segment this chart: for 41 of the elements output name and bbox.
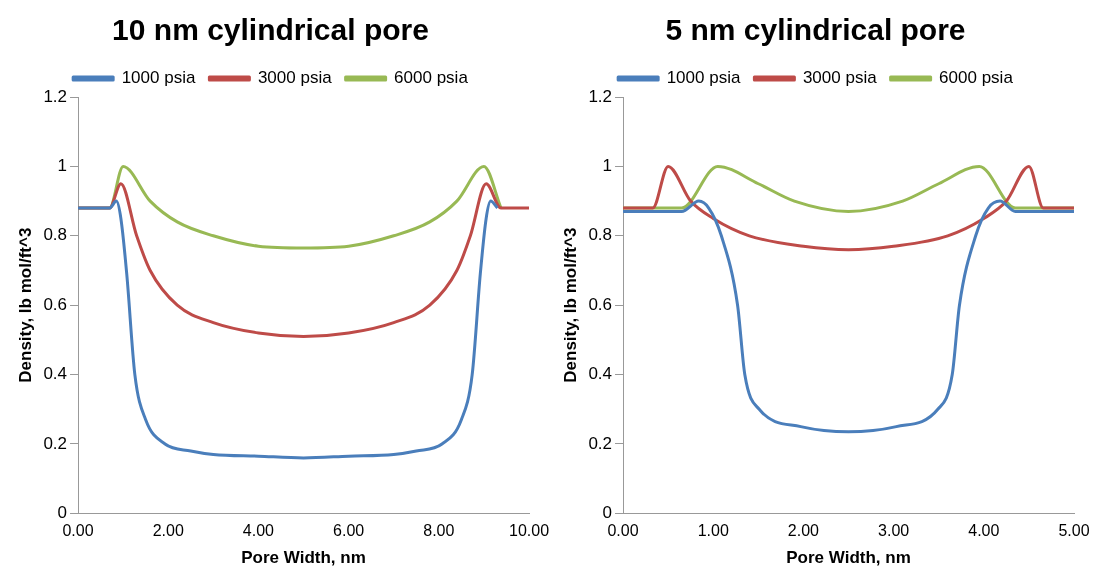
- y-tick-label: 0.2: [43, 433, 68, 453]
- y-tick-label: 0.4: [43, 364, 68, 384]
- x-tick-label: 4.00: [968, 522, 1000, 540]
- x-axis-title: Pore Width, nm: [786, 548, 911, 568]
- x-tick-label: 3.00: [878, 522, 910, 540]
- chart-title: 5 nm cylindrical pore: [665, 13, 966, 47]
- y-tick-label: 1.2: [588, 86, 613, 106]
- x-tick-label: 4.00: [242, 522, 275, 540]
- y-tick-label: 0: [602, 503, 613, 523]
- x-tick-label: 2.00: [787, 522, 820, 540]
- chart-title: 10 nm cylindrical pore: [112, 13, 429, 47]
- y-tick-label: 0.6: [43, 294, 68, 314]
- y-axis-title: Density, lb mol/ft^3: [560, 227, 580, 383]
- y-tick-label: 0.2: [588, 433, 613, 453]
- y-tick-label: 0.4: [588, 364, 613, 384]
- line-series: [623, 164, 1074, 252]
- y-tick-label: 1.2: [43, 86, 68, 106]
- x-tick-label: 0.00: [607, 522, 639, 540]
- x-axis-title: Pore Width, nm: [241, 548, 366, 568]
- legend-label: 1000 psia: [121, 68, 196, 88]
- x-tick-label: 1.00: [697, 522, 729, 540]
- y-tick-label: 0.8: [588, 225, 613, 245]
- x-tick-label: 2.00: [152, 522, 184, 540]
- x-tick-label: 0.00: [62, 522, 94, 540]
- legend-label: 6000 psia: [394, 68, 469, 88]
- x-tick-label: 6.00: [333, 522, 365, 540]
- y-tick-label: 0.8: [43, 225, 68, 245]
- y-axis-title: Density, lb mol/ft^3: [15, 227, 35, 383]
- line-series: [78, 199, 499, 460]
- y-tick-label: 1: [57, 156, 68, 176]
- y-tick-label: 0: [57, 503, 68, 523]
- y-tick-label: 1: [602, 156, 613, 176]
- legend-label: 1000 psia: [666, 68, 741, 88]
- legend-label: 3000 psia: [257, 68, 333, 88]
- x-tick-label: 5.00: [1058, 522, 1090, 540]
- legend-label: 6000 psia: [939, 68, 1014, 88]
- line-series: [623, 199, 1074, 434]
- legend-label: 3000 psia: [802, 68, 878, 88]
- x-tick-label: 8.00: [423, 522, 455, 540]
- y-tick-label: 0.6: [588, 294, 613, 314]
- x-tick-label: 10.00: [508, 522, 550, 540]
